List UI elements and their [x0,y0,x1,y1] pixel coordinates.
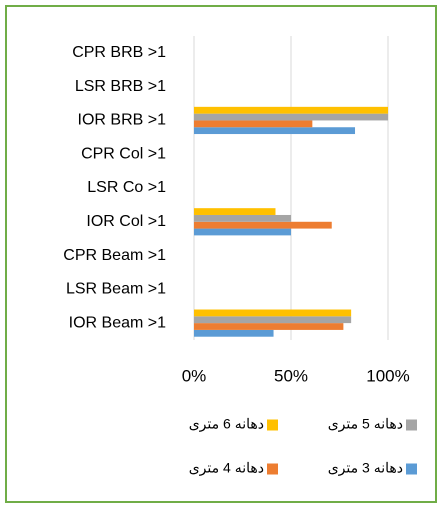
legend-label: دهانه 3 متری [328,460,403,477]
legend-swatch [406,463,417,475]
y-tick-label: IOR BRB >1 [78,112,167,129]
y-tick-label: LSR BRB >1 [75,78,166,95]
y-tick-label: CPR Beam >1 [63,247,166,264]
legend-swatch [267,419,278,431]
legend-label: دهانه 4 متری [189,460,264,477]
y-tick-label: CPR BRB >1 [72,44,166,61]
bar [194,113,388,121]
y-tick-label: IOR Col >1 [86,213,166,230]
bar [194,329,274,337]
bar [194,309,352,317]
bar [194,214,291,222]
bar [194,323,344,330]
legend-swatch [267,463,278,475]
y-tick-label: LSR Co >1 [87,179,166,196]
y-tick-label: IOR Beam >1 [69,314,166,331]
x-tick-label: 100% [366,366,409,385]
bar [194,316,352,324]
legend-swatch [406,419,417,431]
bar [194,120,313,128]
chart-frame [5,5,437,503]
bar [194,127,356,135]
bar [194,228,291,236]
x-tick-label: 0% [182,366,207,385]
y-tick-label: LSR Beam >1 [66,281,166,298]
x-tick-label: 50% [274,366,308,385]
bar [194,208,276,215]
bar [194,106,388,114]
legend-label: دهانه 5 متری [328,416,403,433]
y-tick-label: CPR Col >1 [81,145,166,162]
legend-label: دهانه 6 متری [189,416,264,433]
bar [194,221,332,229]
